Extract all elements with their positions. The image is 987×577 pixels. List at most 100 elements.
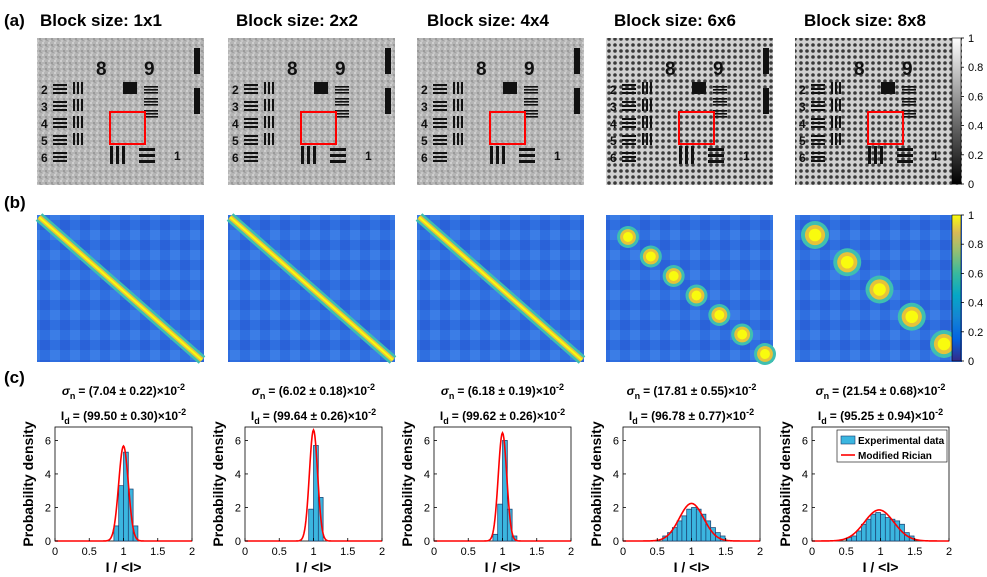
id-subscript: d xyxy=(632,416,638,426)
colorbar-tick-label: 0 xyxy=(968,356,974,368)
x-tick-label: 1.5 xyxy=(340,546,355,558)
histogram-bar xyxy=(695,508,702,542)
sigma-value: = (6.18 ± 0.19)×10 xyxy=(457,384,556,398)
y-axis-label: Probability density xyxy=(588,421,604,546)
histogram-bar xyxy=(875,512,881,542)
colorbar-tick-label: 0.6 xyxy=(968,268,983,280)
colorbar-gray: 1 0.8 0.6 0.4 0.2 0 xyxy=(951,33,983,191)
x-tick-label: 1 xyxy=(120,546,126,558)
roi-box xyxy=(300,111,337,145)
column-4: Block size: 6x6 8 9 2 3 4 5 6 1 σn = (17.81 ± 0.55… xyxy=(606,11,776,426)
element-number: 4 xyxy=(421,117,428,131)
sigma-n-annotation: σn = (7.04 ± 0.22)×10-2 xyxy=(62,382,185,401)
group-number: 8 xyxy=(665,59,676,80)
sigma-symbol: σ xyxy=(816,384,825,398)
element-number: 1 xyxy=(743,149,750,163)
histogram-bar xyxy=(686,508,692,542)
fit-curve xyxy=(434,430,571,542)
element-number: 6 xyxy=(41,151,48,165)
fit-curve xyxy=(55,444,192,542)
element-number: 2 xyxy=(799,83,806,97)
y-tick-label: 6 xyxy=(424,435,430,447)
y-tick-label: 0 xyxy=(235,536,241,548)
id-value: = (99.64 ± 0.26)×10 xyxy=(263,409,369,423)
y-tick-label: 2 xyxy=(235,502,241,514)
element-number: 5 xyxy=(799,134,806,148)
id-value: = (95.25 ± 0.94)×10 xyxy=(830,409,936,423)
element-number: 4 xyxy=(799,117,806,131)
element-number: 4 xyxy=(41,117,48,131)
element-number: 1 xyxy=(932,149,939,163)
histogram-bar xyxy=(851,535,857,542)
sigma-value: = (7.04 ± 0.22)×10 xyxy=(78,384,177,398)
y-axis-label: Probability density xyxy=(399,421,415,546)
histogram-bar xyxy=(118,485,124,542)
colorbar-tick-label: 0.8 xyxy=(968,62,983,74)
fit-curve xyxy=(623,502,760,542)
x-axis-label: I / <I> xyxy=(485,559,521,575)
sigma-symbol: σ xyxy=(252,384,261,398)
element-number: 3 xyxy=(41,100,48,114)
column-2: Block size: 2x2 8 9 2 3 4 5 6 1 σn = (6.02 ± 0.18)… xyxy=(226,11,397,426)
resolution-target-image: 8 9 2 3 4 5 6 1 xyxy=(417,38,584,185)
id-annotation: Id = (99.62 ± 0.26)×10-2 xyxy=(440,407,565,426)
roi-box xyxy=(867,111,904,145)
group-number: 9 xyxy=(144,59,155,80)
histogram-bar xyxy=(880,513,886,542)
x-tick-label: 1.5 xyxy=(718,546,733,558)
histogram-bar xyxy=(123,451,129,542)
x-tick-label: 1 xyxy=(499,546,505,558)
colorbar-tick-label: 0.8 xyxy=(968,239,983,251)
element-number: 6 xyxy=(799,151,806,165)
element-number: 6 xyxy=(421,151,428,165)
legend-entry: Modified Rician xyxy=(858,451,932,462)
id-value: = (99.62 ± 0.26)×10 xyxy=(452,409,558,423)
y-tick-label: 6 xyxy=(45,435,51,447)
histogram-bar xyxy=(856,530,862,542)
element-number: 3 xyxy=(421,100,428,114)
fit-curve xyxy=(812,509,949,542)
id-annotation: Id = (95.25 ± 0.94)×10-2 xyxy=(818,407,943,426)
y-tick-label: 4 xyxy=(802,469,808,481)
y-tick-label: 2 xyxy=(802,502,808,514)
sigma-symbol: σ xyxy=(441,384,450,398)
id-value: = (96.78 ± 0.77)×10 xyxy=(641,409,747,423)
y-axis-label: Probability density xyxy=(20,421,36,546)
colorbar-tick-label: 1 xyxy=(968,33,974,45)
resolution-target-image: 8 9 2 3 4 5 6 1 xyxy=(606,38,773,185)
histogram-bar xyxy=(865,518,872,542)
group-number: 9 xyxy=(713,59,724,80)
element-number: 1 xyxy=(554,149,561,163)
legend: Experimental data Modified Rician xyxy=(836,429,948,463)
sigma-value: = (21.54 ± 0.68)×10 xyxy=(832,384,938,398)
column-title: Block size: 4x4 xyxy=(427,11,549,30)
element-number: 3 xyxy=(799,100,806,114)
element-number: 4 xyxy=(610,117,617,131)
group-number: 9 xyxy=(335,59,346,80)
histogram-bar xyxy=(870,513,877,542)
colorbar-tick-label: 1 xyxy=(968,210,974,222)
x-tick-label: 0 xyxy=(809,546,815,558)
id-exponent: -2 xyxy=(557,407,565,417)
correlation-map xyxy=(226,213,397,364)
element-number: 2 xyxy=(610,83,617,97)
element-number: 6 xyxy=(610,151,617,165)
x-tick-label: 1.5 xyxy=(150,546,165,558)
y-tick-label: 0 xyxy=(45,536,51,548)
id-exponent: -2 xyxy=(746,407,754,417)
histogram-bar xyxy=(860,523,867,542)
sigma-symbol: σ xyxy=(627,384,636,398)
colorbar-tick-label: 0.2 xyxy=(968,327,983,339)
x-tick-label: 0 xyxy=(242,546,248,558)
sigma-subscript: n xyxy=(635,391,641,401)
id-symbol: I xyxy=(61,409,64,423)
x-tick-label: 2 xyxy=(568,546,574,558)
y-tick-label: 6 xyxy=(613,435,619,447)
sigma-symbol: σ xyxy=(62,384,71,398)
histogram-bar xyxy=(308,508,314,542)
id-symbol: I xyxy=(818,409,821,423)
column-title: Block size: 2x2 xyxy=(236,11,358,30)
sigma-value: = (6.02 ± 0.18)×10 xyxy=(268,384,367,398)
legend-entry: Experimental data xyxy=(858,436,945,447)
x-tick-label: 0.5 xyxy=(461,546,476,558)
